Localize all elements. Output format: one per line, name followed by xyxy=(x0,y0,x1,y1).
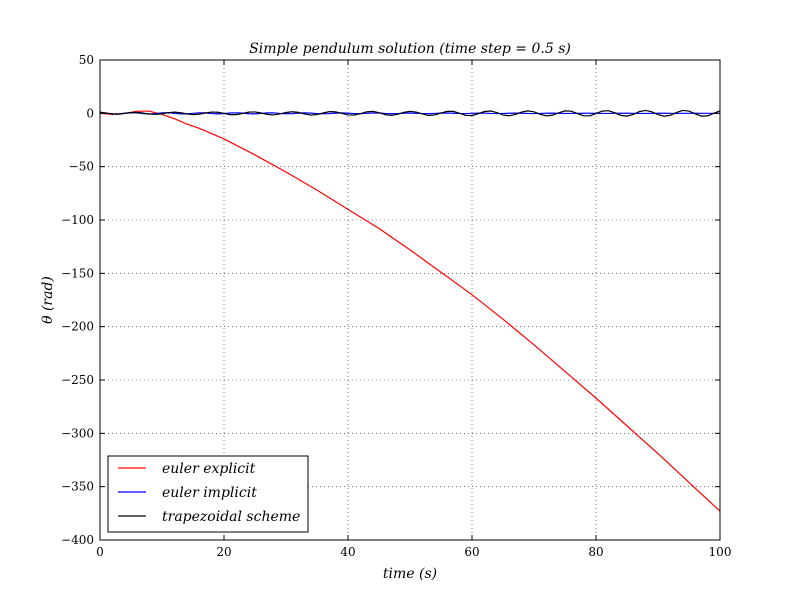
series-line-euler-implicit xyxy=(99,111,720,115)
x-tick-label: 0 xyxy=(96,545,104,559)
chart-title: Simple pendulum solution (time step = 0.… xyxy=(249,41,571,57)
y-tick-label: −100 xyxy=(61,213,94,227)
legend: euler explicit euler implicit trapezoidal … xyxy=(107,455,309,533)
x-tick-label: 20 xyxy=(216,545,231,559)
legend-label-euler-explicit: euler explicit xyxy=(162,461,256,477)
plot-area-frame xyxy=(99,59,721,541)
series-line-euler-explicit xyxy=(99,110,721,512)
y-tick-label: −150 xyxy=(61,266,94,280)
y-tick-label: 50 xyxy=(79,53,94,67)
y-tick-label: −300 xyxy=(61,426,94,440)
x-tick-label: 60 xyxy=(464,545,479,559)
y-tick-label: −200 xyxy=(61,320,94,334)
axis-ticks: 0 20 40 60 80 100 50 0 −50 −100 −150 −200 −250 −300 −3… xyxy=(61,53,731,559)
y-tick-label: −350 xyxy=(61,480,94,494)
legend-label-trapezoidal-scheme: trapezoidal scheme xyxy=(162,509,300,525)
y-axis-title: θ (rad) xyxy=(40,276,56,324)
series-lines xyxy=(99,109,721,512)
legend-label-euler-implicit: euler implicit xyxy=(162,485,257,501)
x-axis-title: time (s) xyxy=(383,566,437,582)
x-tick-label: 80 xyxy=(588,545,603,559)
legend-box xyxy=(107,455,309,533)
y-tick-label: −50 xyxy=(69,160,94,174)
y-tick-label: 0 xyxy=(86,106,94,120)
y-tick-label: −250 xyxy=(61,373,94,387)
series-line-trapezoidal-scheme xyxy=(99,109,721,117)
x-tick-label: 100 xyxy=(709,545,732,559)
x-tick-label: 40 xyxy=(340,545,355,559)
y-tick-label: −400 xyxy=(61,533,94,547)
